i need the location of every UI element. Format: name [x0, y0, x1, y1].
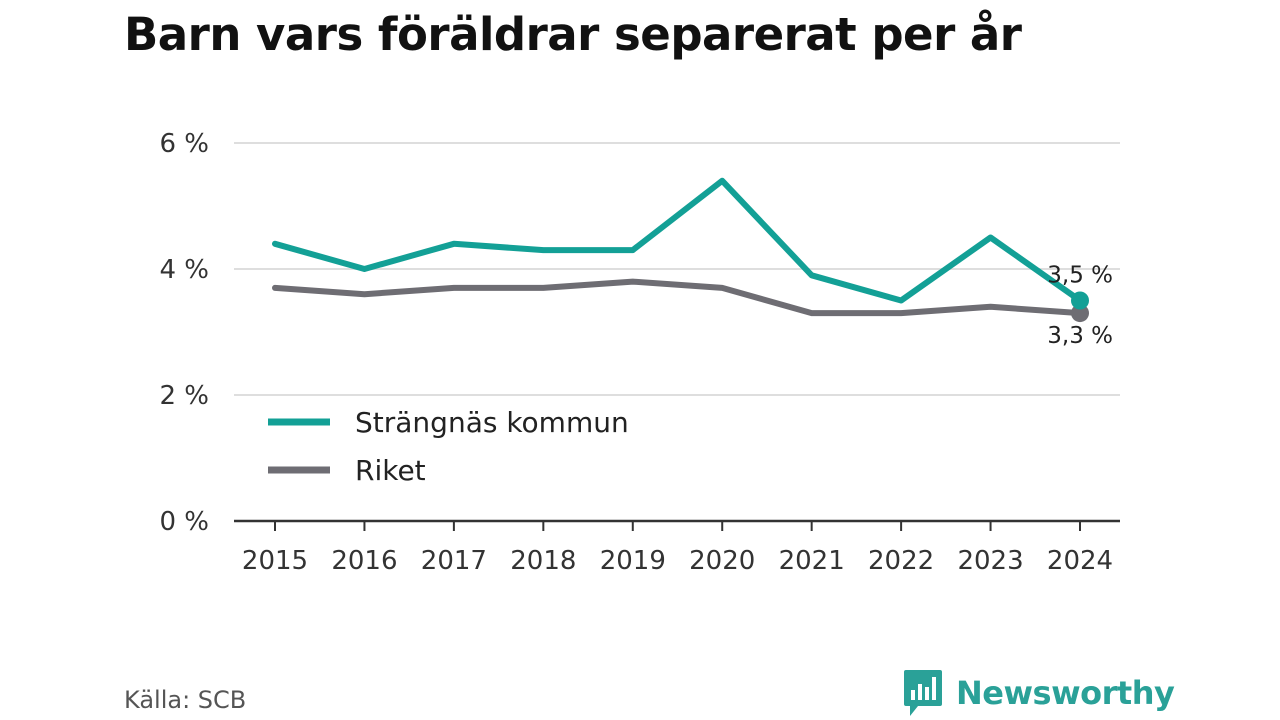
x-tick-label: 2024	[1047, 546, 1113, 576]
grid-lines	[234, 142, 1120, 396]
y-tick-label: 4 %	[159, 255, 209, 285]
y-tick-label: 2 %	[159, 381, 209, 411]
x-tick-label: 2016	[331, 546, 397, 576]
x-tick-label: 2021	[779, 546, 845, 576]
chart-title: Barn vars föräldrar separerat per år	[124, 8, 1022, 61]
brand-logo: Newsworthy	[902, 668, 1175, 718]
x-tick-label: 2017	[421, 546, 487, 576]
y-tick-label: 0 %	[159, 507, 209, 537]
source-note: Källa: SCB	[124, 686, 247, 714]
series-end-point-0	[1071, 291, 1089, 310]
series-line-1	[272, 278, 1083, 317]
y-axis-ticks: 0 % 2 % 4 % 6 %	[159, 129, 209, 537]
series-end-point-1	[1071, 304, 1089, 323]
series-lines: 3,5 % 3,3 %	[272, 177, 1113, 349]
legend: Strängnäs kommun Riket	[268, 406, 629, 487]
x-tick-label: 2019	[600, 546, 666, 576]
x-tick-label: 2023	[957, 546, 1023, 576]
newsworthy-logo-icon	[904, 670, 942, 716]
x-axis: 2015 2016 2017 2018 2019 2020 2021 2022 2023 2024	[234, 519, 1120, 576]
x-tick-label: 2018	[510, 546, 576, 576]
legend-label-1: Riket	[355, 454, 426, 487]
x-tick-label: 2015	[242, 546, 308, 576]
y-tick-label: 6 %	[159, 129, 209, 159]
series-line-0	[272, 177, 1083, 304]
series-end-label-1: 3,3 %	[1047, 323, 1113, 349]
x-tick-label: 2022	[868, 546, 934, 576]
x-tick-label: 2020	[689, 546, 755, 576]
legend-label-0: Strängnäs kommun	[355, 406, 629, 439]
series-end-label-0: 3,5 %	[1047, 263, 1113, 289]
brand-name: Newsworthy	[956, 674, 1175, 712]
